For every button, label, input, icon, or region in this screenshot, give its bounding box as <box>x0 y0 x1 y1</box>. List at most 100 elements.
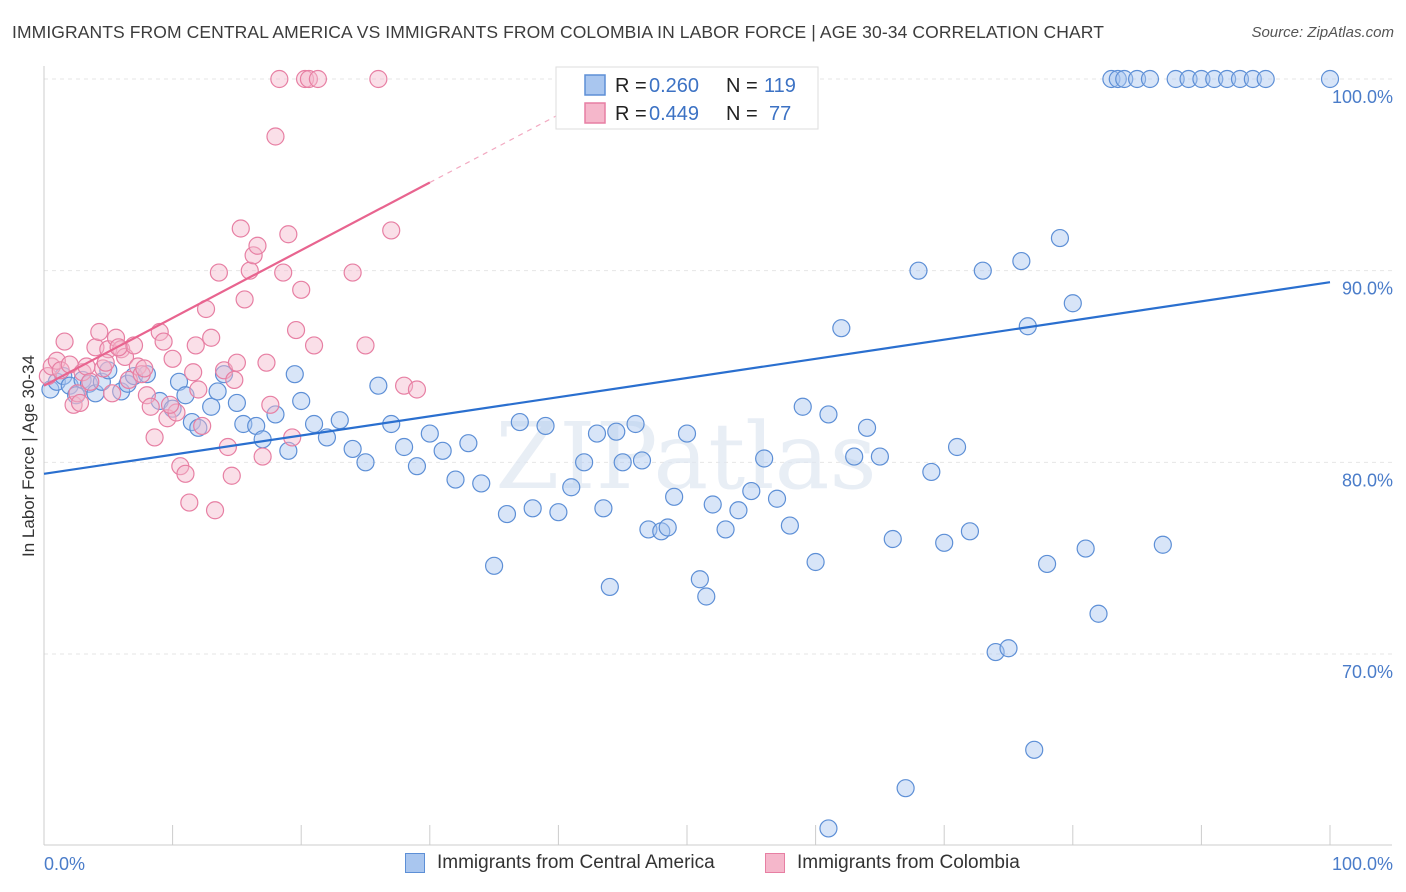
legend-r-value: 0.260 <box>649 75 699 97</box>
legend-n-value: 119 <box>764 75 796 97</box>
series-legend: Immigrants from Central America Immigran… <box>0 852 1406 878</box>
colombia-point <box>227 353 246 372</box>
legend-swatch-pink <box>765 853 785 873</box>
central-america-point <box>1243 69 1262 89</box>
colombia-point <box>248 236 267 255</box>
colombia-point <box>145 428 164 447</box>
colombia-point <box>270 69 289 89</box>
central-america-point <box>1140 69 1160 89</box>
colombia-point <box>70 393 90 413</box>
central-america-point <box>697 587 716 606</box>
central-america-point <box>407 457 427 476</box>
central-america-point <box>1076 539 1095 558</box>
central-america-point <box>420 424 439 443</box>
central-america-point <box>806 552 825 572</box>
central-america-point <box>626 414 645 434</box>
central-america-point <box>729 501 748 520</box>
legend-swatch-blue <box>405 853 425 873</box>
colombia-point <box>189 380 208 399</box>
y-tick-labels: 70.0% 80.0% 90.0% 100.0% <box>1332 87 1393 682</box>
central-america-point <box>665 487 684 506</box>
legend-label: Immigrants from Central America <box>437 852 715 873</box>
central-america-point <box>703 495 722 514</box>
y-tick-label: 70.0% <box>1342 662 1393 682</box>
central-america-point <box>446 470 465 489</box>
central-america-point <box>947 437 967 457</box>
legend-n-value: 77 <box>769 103 791 125</box>
colombia-point <box>137 386 156 405</box>
central-america-point <box>394 437 414 457</box>
central-america-point <box>870 447 890 466</box>
central-america-point <box>819 405 838 424</box>
central-america-point <box>832 319 851 338</box>
chart-title: IMMIGRANTS FROM CENTRAL AMERICA VS IMMIG… <box>12 22 1104 42</box>
central-america-point <box>562 478 581 497</box>
central-america-point <box>793 397 812 416</box>
colombia-point <box>308 69 328 89</box>
central-america-point <box>922 462 941 482</box>
colombia-point <box>42 357 61 376</box>
central-america-point <box>369 376 388 395</box>
central-america-point <box>330 411 349 430</box>
central-america-point <box>575 453 594 472</box>
legend-r-value: 0.449 <box>649 103 699 125</box>
colombia-point <box>382 221 401 240</box>
colombia-point <box>158 409 177 428</box>
central-america-point <box>1063 294 1082 313</box>
colombia-point <box>343 263 362 282</box>
colombia-point <box>154 332 173 351</box>
central-america-point <box>472 474 491 493</box>
central-america-point <box>343 439 362 459</box>
series-colombia-points <box>38 69 427 520</box>
central-america-point <box>1179 69 1198 89</box>
colombia-point <box>266 127 285 146</box>
central-america-point <box>742 481 761 501</box>
legend-label: Immigrants from Colombia <box>797 852 1020 873</box>
colombia-point <box>292 280 311 299</box>
x-tick-label: 100.0% <box>1332 854 1393 874</box>
central-america-point <box>677 424 697 443</box>
legend-n-label: N = <box>726 75 758 97</box>
colombia-point <box>90 322 109 342</box>
colombia-point <box>176 464 195 483</box>
central-america-point <box>960 522 980 541</box>
gridlines <box>44 78 1392 655</box>
legend-n-label: N = <box>726 103 758 125</box>
legend-item-central-america: Immigrants from Central America <box>405 852 715 874</box>
colombia-point <box>231 219 250 238</box>
central-america-point <box>279 441 298 460</box>
central-america-point <box>1218 69 1237 89</box>
central-america-point <box>999 639 1018 658</box>
y-tick-label: 90.0% <box>1342 279 1393 299</box>
central-america-point <box>780 516 799 535</box>
central-america-point <box>755 449 774 468</box>
colombia-point <box>141 397 160 416</box>
central-america-point <box>1102 69 1121 89</box>
colombia-point <box>205 501 225 520</box>
colombia-point <box>356 336 375 355</box>
colombia-point <box>279 225 298 244</box>
central-america-point <box>1037 554 1057 574</box>
colombia-point <box>304 336 324 355</box>
legend-r-label: R = <box>615 75 647 97</box>
colombia-point <box>222 466 241 485</box>
legend-r-label: R = <box>615 103 647 125</box>
colombia-point <box>209 263 228 282</box>
colombia-point <box>225 370 244 390</box>
colombia-point <box>244 246 263 265</box>
central-america-point <box>909 261 928 280</box>
central-america-point <box>690 570 709 589</box>
colombia-point <box>295 69 315 89</box>
colombia-point <box>186 336 205 355</box>
colombia-point <box>184 363 203 382</box>
central-america-point <box>607 422 626 441</box>
central-america-point <box>587 424 607 443</box>
colombia-point <box>369 69 388 89</box>
central-america-point <box>1012 251 1031 271</box>
central-america-point <box>594 499 613 518</box>
central-america-point <box>304 414 324 434</box>
central-america-point <box>208 382 227 401</box>
central-america-point <box>1256 69 1275 89</box>
axes <box>43 66 1392 846</box>
